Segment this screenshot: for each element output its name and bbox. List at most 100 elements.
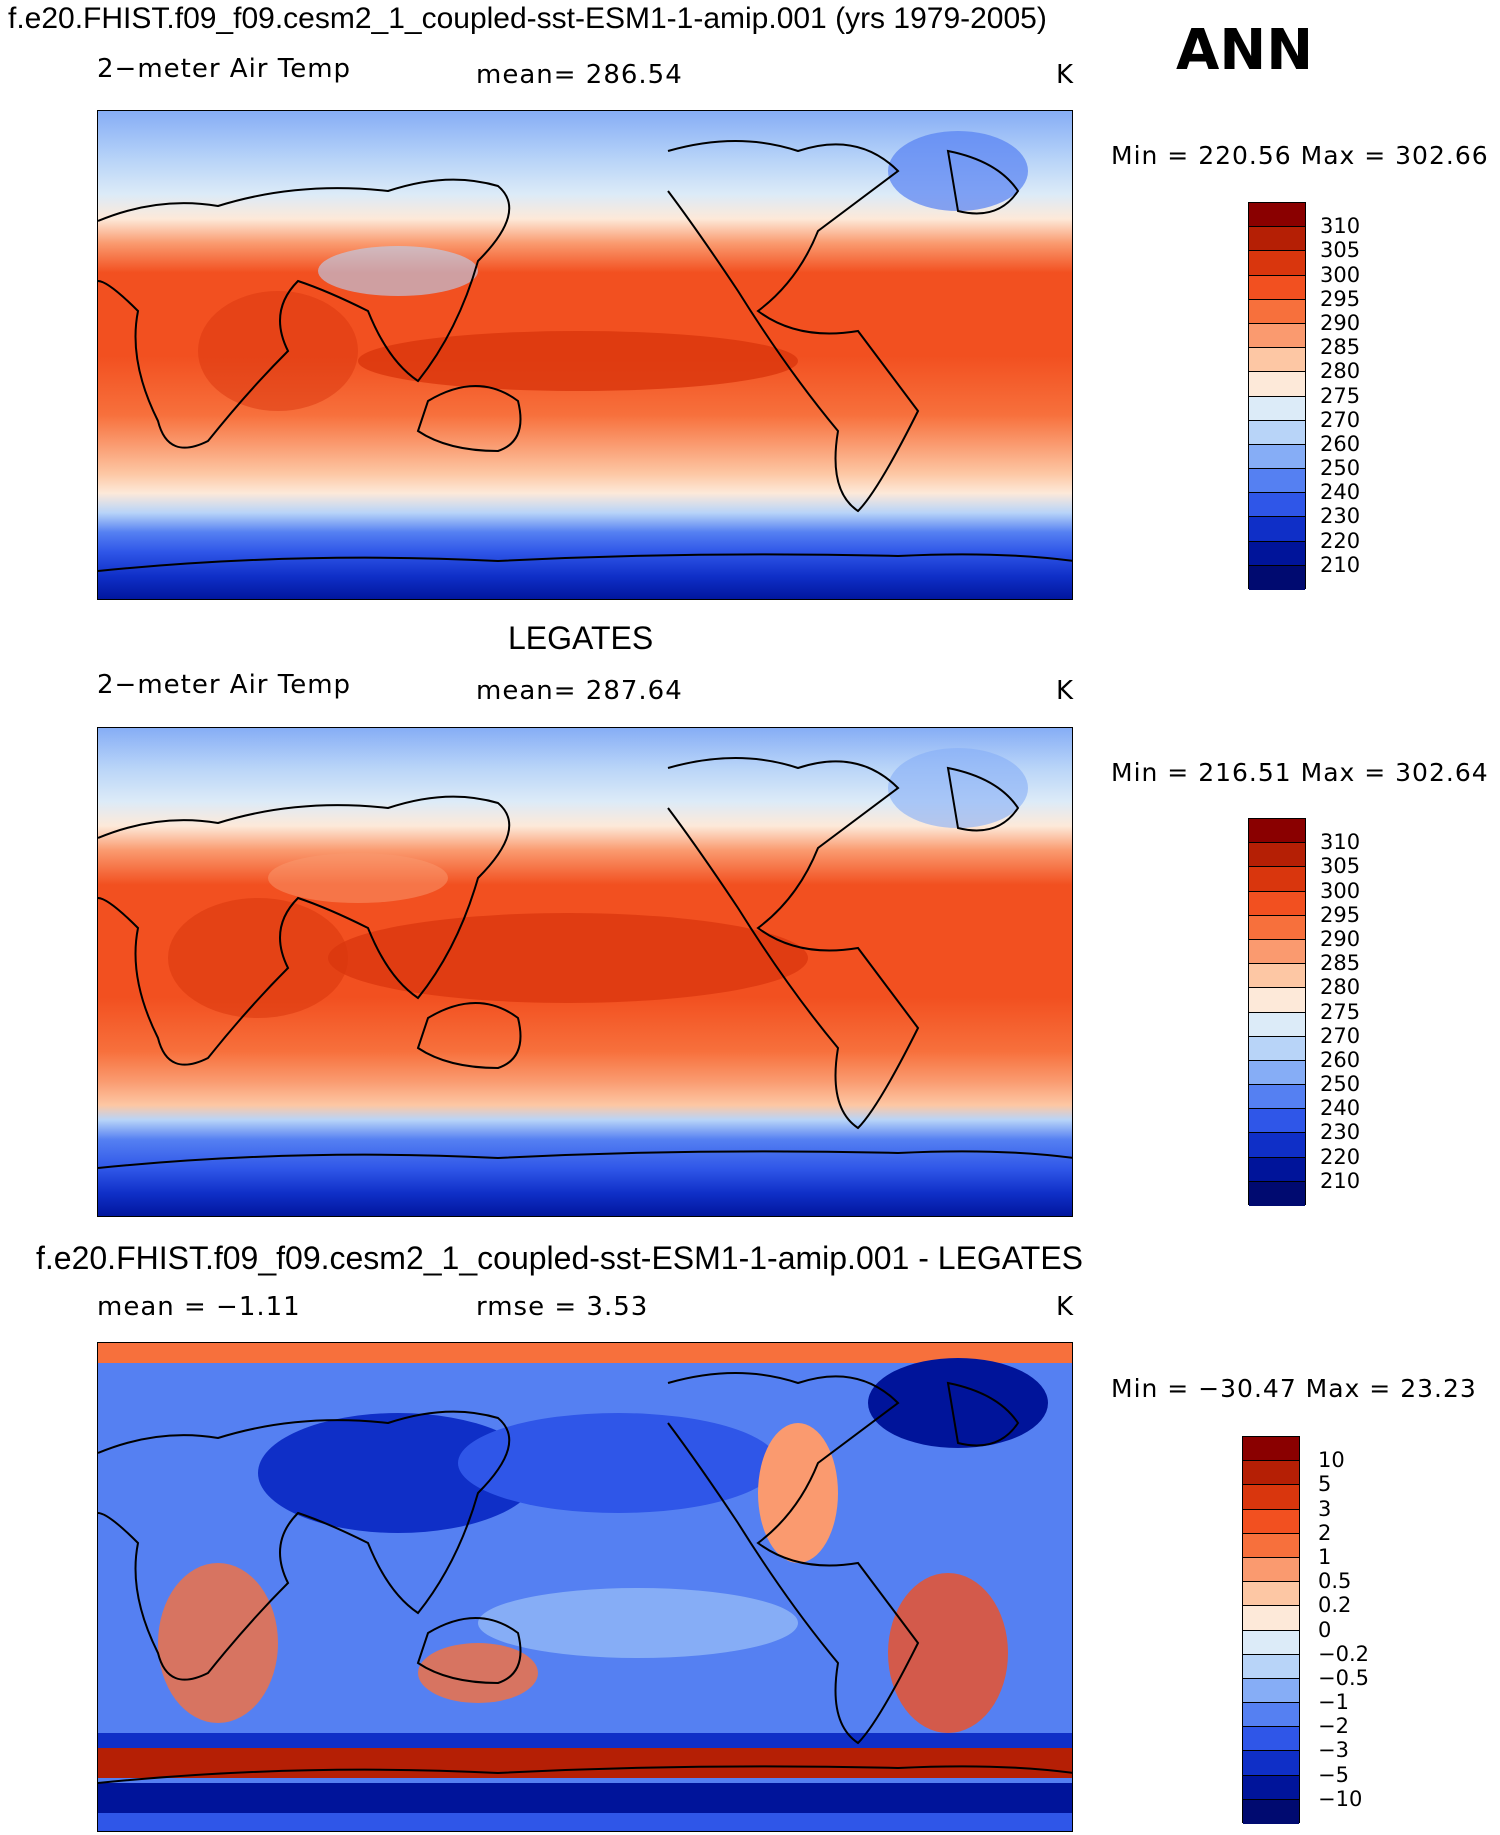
colorbar-tick-label: −3 xyxy=(1318,1738,1349,1763)
colorbar-segment xyxy=(1243,1751,1299,1776)
colorbar-segment xyxy=(1243,1485,1299,1510)
colorbar-tick-label: 0.2 xyxy=(1318,1593,1352,1618)
colorbar-tick-label: 270 xyxy=(1320,1023,1361,1048)
colorbar-segment xyxy=(1249,1133,1305,1158)
colorbar-tick-label: −1 xyxy=(1318,1690,1349,1715)
panel-2-map xyxy=(97,727,1073,1217)
colorbar-segment xyxy=(1243,1799,1299,1824)
colorbar-segment xyxy=(1249,1036,1305,1061)
colorbar-segment xyxy=(1243,1557,1299,1583)
colorbar-segment xyxy=(1249,939,1305,965)
panel-2-colorbar xyxy=(1248,818,1306,1206)
colorbar-tick-label: −10 xyxy=(1318,1786,1363,1811)
panel-3-map xyxy=(97,1342,1073,1832)
colorbar-segment xyxy=(1249,1060,1305,1086)
colorbar-tick-label: −2 xyxy=(1318,1714,1349,1739)
colorbar-segment xyxy=(1249,203,1305,228)
panel-1-variable: 2−meter Air Temp xyxy=(97,54,352,84)
panel-2-mean: mean= 287.64 xyxy=(476,676,683,706)
colorbar-segment xyxy=(1249,227,1305,252)
colorbar-tick-label: 220 xyxy=(1320,1144,1361,1169)
colorbar-tick-label: 285 xyxy=(1320,335,1361,360)
colorbar-tick-label: 3 xyxy=(1318,1496,1332,1521)
colorbar-tick-label: 240 xyxy=(1320,480,1361,505)
colorbar-segment xyxy=(1243,1630,1299,1655)
colorbar-tick-label: 280 xyxy=(1320,975,1361,1000)
colorbar-segment xyxy=(1243,1775,1299,1800)
panel-1-map xyxy=(97,110,1073,600)
colorbar-segment xyxy=(1249,988,1305,1013)
colorbar-tick-label: 295 xyxy=(1320,286,1361,311)
colorbar-segment xyxy=(1249,964,1305,989)
colorbar-segment xyxy=(1249,517,1305,542)
colorbar-segment xyxy=(1243,1509,1299,1534)
colorbar-tick-label: 280 xyxy=(1320,359,1361,384)
colorbar-tick-label: 0.5 xyxy=(1318,1569,1352,1594)
colorbar-tick-label: 300 xyxy=(1320,878,1361,903)
colorbar-segment xyxy=(1243,1678,1299,1704)
colorbar-tick-label: 250 xyxy=(1320,456,1361,481)
colorbar-segment xyxy=(1249,251,1305,276)
panel-2-minmax: Min = 216.51 Max = 302.64 xyxy=(1111,758,1489,787)
colorbar-tick-label: 250 xyxy=(1320,1072,1361,1097)
panel-3-mean: mean = −1.11 xyxy=(97,1292,301,1322)
colorbar-segment xyxy=(1243,1727,1299,1752)
colorbar-tick-label: 210 xyxy=(1320,552,1361,577)
colorbar-segment xyxy=(1249,1012,1305,1037)
panel-1-minmax: Min = 220.56 Max = 302.66 xyxy=(1111,141,1489,170)
panel-3-heading: f.e20.FHIST.f09_f09.cesm2_1_coupled-sst-… xyxy=(36,1240,1083,1276)
colorbar-segment xyxy=(1249,541,1305,566)
colorbar-tick-label: 305 xyxy=(1320,854,1361,879)
colorbar-tick-label: 10 xyxy=(1318,1448,1345,1473)
colorbar-tick-label: 220 xyxy=(1320,528,1361,553)
colorbar-tick-label: 240 xyxy=(1320,1096,1361,1121)
panel-2-variable: 2−meter Air Temp xyxy=(97,670,352,700)
figure-title: f.e20.FHIST.f09_f09.cesm2_1_coupled-sst-… xyxy=(8,2,1047,35)
panel-3-rmse: rmse = 3.53 xyxy=(476,1292,649,1322)
colorbar-tick-label: 5 xyxy=(1318,1472,1332,1497)
colorbar-segment xyxy=(1249,299,1305,324)
colorbar-segment xyxy=(1249,444,1305,470)
colorbar-tick-label: 260 xyxy=(1320,1047,1361,1072)
panel-3-minmax: Min = −30.47 Max = 23.23 xyxy=(1111,1374,1477,1403)
colorbar-tick-label: 2 xyxy=(1318,1520,1332,1545)
colorbar-tick-label: −0.2 xyxy=(1318,1641,1369,1666)
colorbar-segment xyxy=(1249,469,1305,494)
colorbar-segment xyxy=(1249,843,1305,868)
colorbar-segment xyxy=(1249,323,1305,349)
colorbar-segment xyxy=(1249,420,1305,445)
panel-1-colorbar xyxy=(1248,202,1306,590)
colorbar-segment xyxy=(1249,1109,1305,1134)
colorbar-segment xyxy=(1249,396,1305,421)
panel-3-colorbar xyxy=(1242,1436,1300,1824)
colorbar-segment xyxy=(1249,275,1305,300)
colorbar-tick-label: 295 xyxy=(1320,902,1361,927)
colorbar-tick-label: 290 xyxy=(1320,926,1361,951)
season-label: ANN xyxy=(1176,18,1314,83)
colorbar-segment xyxy=(1249,915,1305,940)
colorbar-tick-label: 275 xyxy=(1320,383,1361,408)
panel-1-mean: mean= 286.54 xyxy=(476,60,683,90)
colorbar-tick-label: 0 xyxy=(1318,1617,1332,1642)
colorbar-segment xyxy=(1243,1533,1299,1558)
colorbar-segment xyxy=(1249,348,1305,373)
colorbar-tick-label: 300 xyxy=(1320,262,1361,287)
colorbar-segment xyxy=(1243,1654,1299,1679)
colorbar-segment xyxy=(1249,819,1305,844)
colorbar-tick-label: 230 xyxy=(1320,1120,1361,1145)
colorbar-tick-label: 210 xyxy=(1320,1168,1361,1193)
colorbar-segment xyxy=(1249,1085,1305,1110)
colorbar-segment xyxy=(1243,1461,1299,1486)
colorbar-tick-label: 230 xyxy=(1320,504,1361,529)
colorbar-segment xyxy=(1249,565,1305,590)
panel-1-units: K xyxy=(1056,60,1075,90)
colorbar-tick-label: 305 xyxy=(1320,238,1361,263)
colorbar-segment xyxy=(1243,1703,1299,1728)
colorbar-segment xyxy=(1249,867,1305,892)
panel-2-units: K xyxy=(1056,676,1075,706)
colorbar-segment xyxy=(1249,1157,1305,1182)
colorbar-tick-label: 310 xyxy=(1320,214,1361,239)
colorbar-segment xyxy=(1243,1582,1299,1607)
colorbar-tick-label: −0.5 xyxy=(1318,1665,1369,1690)
colorbar-tick-label: 285 xyxy=(1320,951,1361,976)
